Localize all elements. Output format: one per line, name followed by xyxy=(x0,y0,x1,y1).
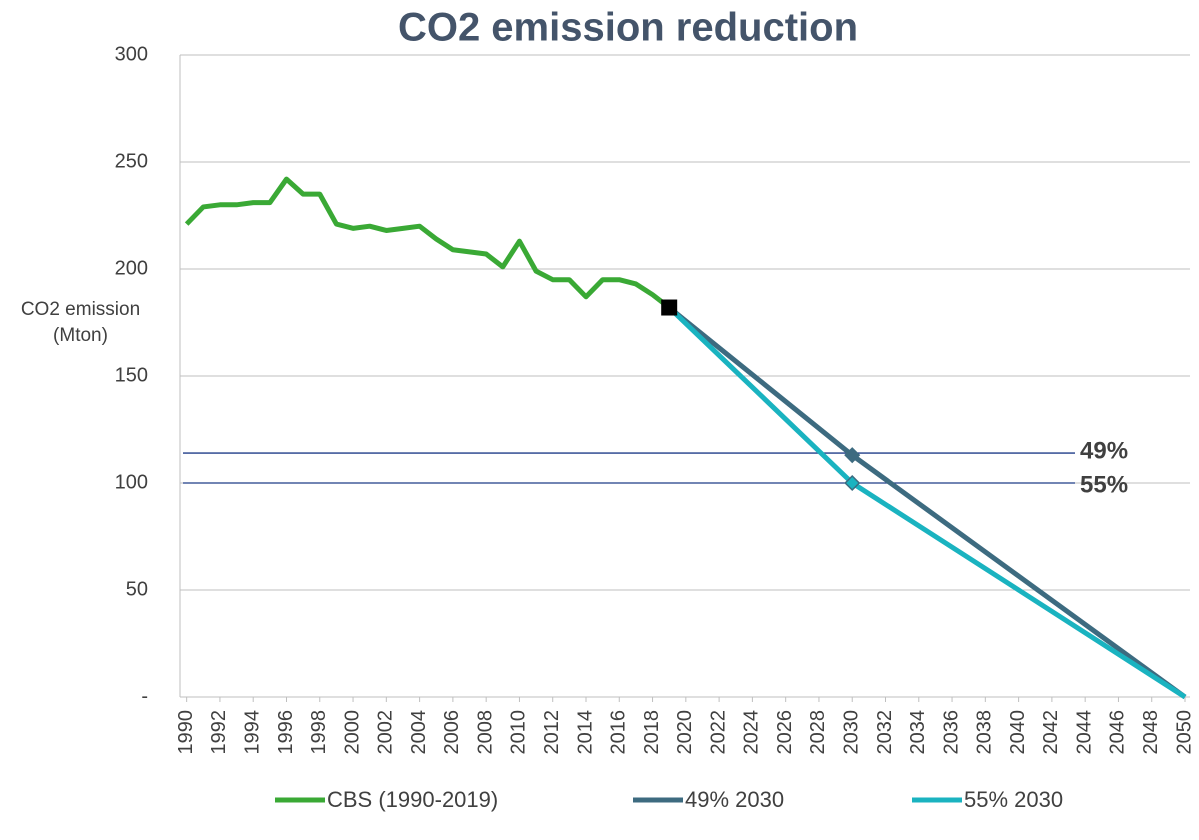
series-line xyxy=(667,305,1187,700)
x-tick-label: 2020 xyxy=(674,710,696,755)
x-tick-label: 2034 xyxy=(907,710,929,755)
x-tick-label: 2042 xyxy=(1040,710,1062,755)
y-tick-label: 50 xyxy=(126,578,148,600)
chart-title: CO2 emission reduction xyxy=(398,6,858,50)
y-axis-label: CO2 emission (Mton) xyxy=(20,299,141,346)
end-marker xyxy=(661,299,678,316)
y-tick-label: 100 xyxy=(115,471,148,493)
x-tick-label: 2008 xyxy=(474,710,496,755)
reference-label: 55% xyxy=(1080,471,1128,498)
x-tick-label: 2048 xyxy=(1140,710,1162,755)
legend-label: CBS (1990-2019) xyxy=(327,787,498,812)
x-tick-label: 2040 xyxy=(1007,710,1029,755)
x-tick-label: 2004 xyxy=(408,710,430,755)
legend-label: 49% 2030 xyxy=(685,787,784,812)
diamond-marker xyxy=(844,447,861,464)
x-tick-label: 2036 xyxy=(940,710,962,755)
x-tick-label: 2000 xyxy=(341,710,363,755)
x-tick-label: 2002 xyxy=(375,710,397,755)
x-tick-label: 2028 xyxy=(807,710,829,755)
y-tick-label: 250 xyxy=(115,150,148,172)
x-tick-label: 2032 xyxy=(874,710,896,755)
x-tick-label: 2024 xyxy=(741,710,763,755)
y-tick-label: 150 xyxy=(115,364,148,386)
x-tick-label: 2022 xyxy=(707,710,729,755)
x-tick-label: 2014 xyxy=(574,710,596,755)
x-tick-label: 2044 xyxy=(1073,710,1095,755)
x-tick-label: 2010 xyxy=(508,710,530,755)
legend-label: 55% 2030 xyxy=(964,787,1063,812)
x-tick-label: 2050 xyxy=(1173,710,1195,755)
x-tick-label: 1992 xyxy=(208,710,230,755)
x-tick-label: 2026 xyxy=(774,710,796,755)
x-tick-label: 1998 xyxy=(308,710,330,755)
y-tick-label: 200 xyxy=(115,257,148,279)
x-tick-label: 2046 xyxy=(1107,710,1129,755)
x-tick-label: 2006 xyxy=(441,710,463,755)
reference-label: 49% xyxy=(1080,437,1128,464)
x-tick-label: 1990 xyxy=(175,710,197,755)
y-tick-label: 300 xyxy=(115,43,148,65)
x-tick-label: 2030 xyxy=(841,710,863,755)
y-tick-label: - xyxy=(141,685,148,707)
series-line xyxy=(184,176,671,310)
x-tick-label: 2012 xyxy=(541,710,563,755)
x-tick-label: 1994 xyxy=(241,710,263,755)
x-tick-label: 2016 xyxy=(608,710,630,755)
x-tick-label: 1996 xyxy=(275,710,297,755)
x-tick-label: 2038 xyxy=(974,710,996,755)
diamond-marker xyxy=(844,474,861,492)
x-tick-label: 2018 xyxy=(641,710,663,755)
